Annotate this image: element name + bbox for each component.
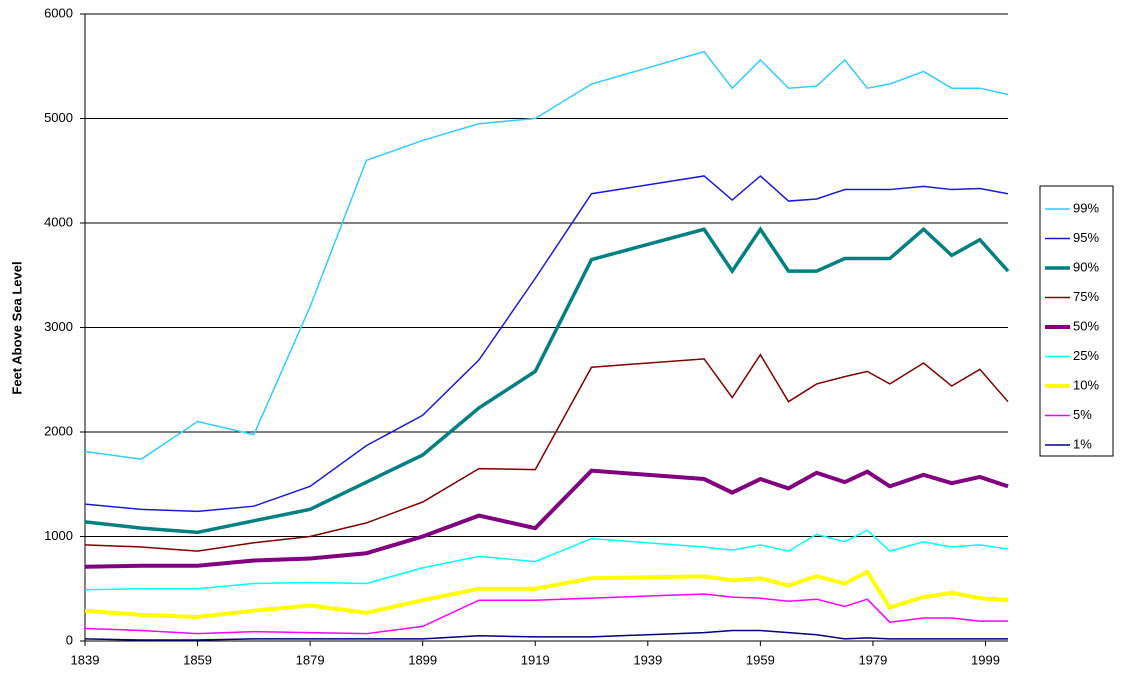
legend-label: 5% xyxy=(1073,407,1092,422)
series-line xyxy=(84,353,1009,552)
y-tick-label: 3000 xyxy=(44,319,73,334)
x-tick-label: 1939 xyxy=(633,652,662,667)
x-tick-label: 1919 xyxy=(521,652,550,667)
series-line xyxy=(84,50,1009,460)
y-axis-label: Feet Above Sea Level xyxy=(9,261,24,394)
y-tick-label: 5000 xyxy=(44,110,73,125)
legend-label: 50% xyxy=(1073,318,1099,333)
legend-box xyxy=(1039,185,1114,457)
legend-label: 1% xyxy=(1073,436,1092,451)
x-tick-label: 1859 xyxy=(183,652,212,667)
x-tick-label: 1979 xyxy=(858,652,887,667)
legend-label: 10% xyxy=(1073,377,1099,392)
series-line xyxy=(84,629,1008,641)
x-tick-label: 1839 xyxy=(71,652,100,667)
y-tick-label: 1000 xyxy=(44,528,73,543)
legend-label: 99% xyxy=(1073,200,1099,215)
legend-label: 25% xyxy=(1073,348,1099,363)
x-tick-label: 1999 xyxy=(971,652,1000,667)
legend-label: 90% xyxy=(1073,259,1099,274)
series-line xyxy=(84,468,1009,569)
y-tick-label: 6000 xyxy=(44,5,73,20)
y-tick-label: 4000 xyxy=(44,214,73,229)
y-tick-label: 0 xyxy=(66,632,73,647)
series-line xyxy=(84,174,1009,513)
x-tick-label: 1899 xyxy=(408,652,437,667)
legend-label: 75% xyxy=(1073,289,1099,304)
y-tick-label: 2000 xyxy=(44,423,73,438)
series-line xyxy=(84,226,1010,535)
series-line xyxy=(84,593,1008,635)
series-line xyxy=(84,569,1009,619)
x-tick-label: 1879 xyxy=(296,652,325,667)
series-line xyxy=(84,529,1009,591)
x-tick-label: 1959 xyxy=(746,652,775,667)
legend-label: 95% xyxy=(1073,230,1099,245)
